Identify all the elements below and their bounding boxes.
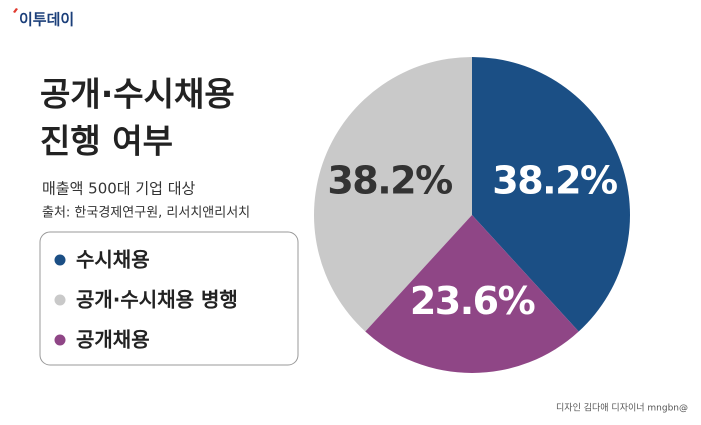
legend-box <box>39 231 299 366</box>
legend-label: 수시채용 <box>76 248 150 272</box>
value-label: 38.2% <box>492 158 617 202</box>
legend-label: 공개채용 <box>76 328 150 352</box>
value-label: 23.6% <box>410 279 535 323</box>
pie-slice <box>314 57 472 332</box>
source: 출처: 한국경제연구원, 리서치앤리서치 <box>42 206 250 221</box>
pie-slice <box>365 215 579 374</box>
logo: 이투데이 <box>19 11 74 29</box>
logo-mark <box>13 8 18 13</box>
subtitle: 매출액 500대 기업 대상 <box>42 180 196 198</box>
legend-marker <box>54 334 66 346</box>
pie-slice <box>472 57 631 332</box>
value-label: 38.2% <box>327 158 452 202</box>
chart-title: 공개·수시채용 <box>40 75 235 114</box>
chart-title: 진행 여부 <box>40 122 173 161</box>
legend-marker <box>54 254 66 266</box>
credit: 디자인 김다애 디자이너 mngbn@ <box>556 402 688 414</box>
legend-label: 공개·수시채용 병행 <box>76 288 238 312</box>
legend-marker <box>54 294 66 306</box>
